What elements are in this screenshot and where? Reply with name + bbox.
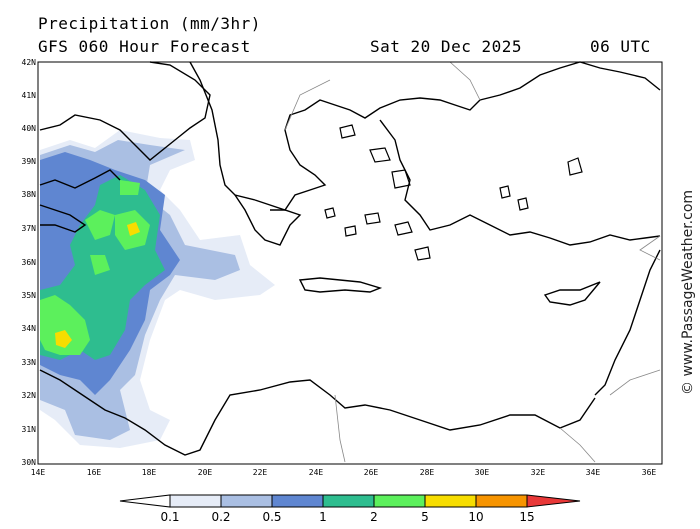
lat-label-30n: 30N <box>21 458 36 467</box>
precip-level-2d <box>90 255 110 275</box>
lon-label-16e: 16E <box>86 468 102 477</box>
colorbar-label-2: 2 <box>370 510 378 524</box>
precip-level-2 <box>40 295 90 355</box>
lon-label-24e: 24E <box>308 468 324 477</box>
colorbar-bin-5 <box>424 494 477 508</box>
aegean-islands <box>324 124 583 261</box>
peloponnese <box>234 194 302 246</box>
africa-coast <box>39 369 596 456</box>
colorbar-label-5: 5 <box>421 510 429 524</box>
colorbar-bin-1 <box>322 494 375 508</box>
lat-label-36n: 36N <box>21 258 36 267</box>
lon-label-32e: 32E <box>530 468 546 477</box>
chart-title: Precipitation (mm/3hr) <box>38 14 261 33</box>
lat-label-42n: 42N <box>21 58 36 67</box>
coastlines <box>39 61 661 456</box>
forecast-subtitle: GFS 060 Hour Forecast <box>38 37 251 56</box>
forecast-time: 06 UTC <box>590 37 651 56</box>
balkan-coast <box>189 61 256 201</box>
lon-label-18e: 18E <box>141 468 157 477</box>
lon-label-20e: 20E <box>197 468 213 477</box>
precip-level-5 <box>55 330 72 348</box>
greece-mainland <box>254 97 481 211</box>
precip-level-5b <box>127 222 140 236</box>
colorbar-bin-2 <box>373 494 426 508</box>
country-borders <box>284 61 661 463</box>
lat-label-32n: 32N <box>21 391 36 400</box>
colorbar-lower-cap <box>119 494 171 508</box>
precip-level-2b <box>85 210 115 240</box>
lat-label-34n: 34N <box>21 324 36 333</box>
lat-label-40n: 40N <box>21 124 36 133</box>
colorbar-bin-0.5 <box>271 494 324 508</box>
watermark: © www.PassageWeather.com <box>680 189 696 395</box>
lon-label-14e: 14E <box>30 468 46 477</box>
colorbar-label-0.1: 0.1 <box>160 510 180 524</box>
precip-level-2e <box>120 180 140 195</box>
sicily <box>39 204 87 233</box>
lon-label-34e: 34E <box>585 468 601 477</box>
lat-label-33n: 33N <box>21 358 36 367</box>
forecast-date: Sat 20 Dec 2025 <box>370 37 522 56</box>
italy-coast <box>39 61 211 161</box>
lon-label-28e: 28E <box>419 468 435 477</box>
turkey-west <box>379 119 661 246</box>
crete <box>298 277 383 293</box>
colorbar-bin-0.2 <box>220 494 273 508</box>
colorbar-label-10: 10 <box>468 510 484 524</box>
colorbar-label-0.2: 0.2 <box>211 510 231 524</box>
precipitation-field <box>40 130 275 448</box>
lon-label-26e: 26E <box>363 468 379 477</box>
colorbar-label-15: 15 <box>519 510 535 524</box>
turkey-coast <box>479 61 661 101</box>
lon-label-22e: 22E <box>252 468 268 477</box>
lon-label-36e: 36E <box>641 468 657 477</box>
colorbar-label-1: 1 <box>319 510 327 524</box>
cyprus <box>543 281 601 306</box>
colorbar-bin-10 <box>475 494 528 508</box>
lat-label-39n: 39N <box>21 157 36 166</box>
lat-label-35n: 35N <box>21 291 36 300</box>
colorbar-bin-0.1 <box>169 494 222 508</box>
lon-label-30e: 30E <box>474 468 490 477</box>
italy-toe <box>39 169 121 189</box>
lat-label-37n: 37N <box>21 224 36 233</box>
lat-label-38n: 38N <box>21 190 36 199</box>
lat-label-41n: 41N <box>21 91 36 100</box>
colorbar-label-0.5: 0.5 <box>262 510 282 524</box>
colorbar <box>119 494 581 508</box>
lat-label-31n: 31N <box>21 425 36 434</box>
levant-coast <box>594 249 661 396</box>
map-frame <box>37 61 663 465</box>
colorbar-upper-cap <box>526 494 581 508</box>
